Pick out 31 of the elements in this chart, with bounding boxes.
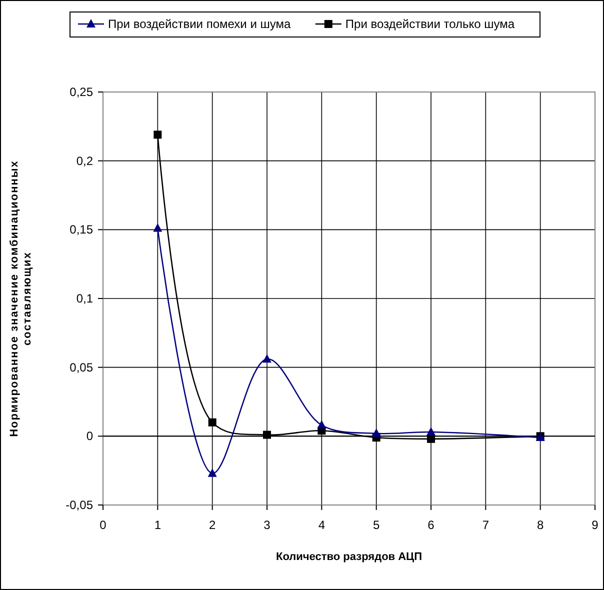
y-axis-title: Нормированное значение комбинационных составляющих	[8, 160, 34, 437]
x-tick-label: 6	[428, 518, 435, 532]
point	[153, 223, 162, 232]
y-tick-label: 0,15	[70, 222, 94, 237]
point	[427, 434, 435, 443]
point	[262, 354, 272, 363]
x-tick-label: 0	[100, 518, 107, 532]
point	[317, 420, 326, 429]
y-tick-label: 0,1	[76, 292, 94, 306]
x-tick-label: 4	[318, 518, 326, 532]
x-tick-label: 7	[482, 518, 490, 532]
point	[263, 430, 271, 439]
x-axis-title: Количество разрядов АЦП	[276, 551, 422, 563]
x-tick-label: 2	[208, 518, 216, 532]
x-tick-label: 9	[592, 518, 599, 532]
legend-label: При воздействии помехи и шума	[108, 17, 291, 31]
y-tick-label: 0,25	[70, 85, 94, 99]
x-tick-label: 1	[154, 518, 162, 532]
x-tick-label: 3	[264, 518, 271, 532]
x-tick-label: 5	[372, 518, 380, 532]
y-tick-label: -0,05	[66, 498, 94, 512]
x-tick-label: 8	[536, 518, 544, 532]
point	[208, 468, 217, 477]
y-tick-label: 0	[86, 429, 94, 444]
y-tick-label: 0,05	[70, 360, 94, 374]
point	[154, 130, 162, 139]
legend-label: При воздействии только шума	[345, 17, 515, 31]
point	[372, 428, 381, 437]
point	[208, 418, 216, 426]
y-tick-label: 0,2	[76, 154, 94, 168]
point	[426, 427, 436, 436]
